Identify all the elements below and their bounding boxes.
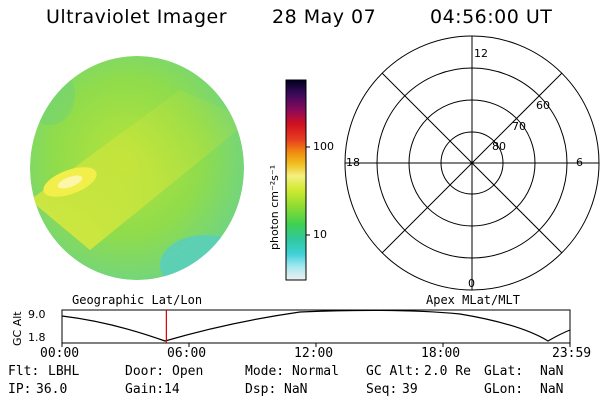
mlt-label-18: 18 xyxy=(346,156,360,169)
gc-alt-axis-title: GC Alt xyxy=(11,311,24,346)
status-door-value: Open xyxy=(172,364,204,379)
status-ip-key: IP: xyxy=(8,382,32,397)
status-glat-value: NaN xyxy=(540,364,564,379)
timeline-x-ticks xyxy=(61,343,571,347)
status-gcalt-key: GC Alt: xyxy=(366,364,421,379)
uv-image xyxy=(30,56,244,280)
status-glon-key: GLon: xyxy=(484,382,524,397)
status-seq-key: Seq: xyxy=(366,382,398,397)
status-dsp-key: Dsp: xyxy=(245,382,277,397)
mlt-label-12: 12 xyxy=(474,47,488,60)
geographic-label: Geographic Lat/Lon xyxy=(72,293,203,307)
colorbar-label-100: 100 xyxy=(313,140,334,153)
altitude-timeline xyxy=(61,309,571,344)
status-gcalt-value: 2.0 Re xyxy=(424,364,471,379)
time-label: 04:56:00 UT xyxy=(430,6,553,28)
polar-plot xyxy=(344,35,600,291)
colorbar-unit-label: photon cm⁻²s⁻¹ xyxy=(268,164,281,250)
status-door-key: Door: xyxy=(125,364,165,379)
status-flt-value: LBHL xyxy=(48,364,80,379)
date-label: 28 May 07 xyxy=(272,6,377,28)
status-glat-key: GLat: xyxy=(484,364,524,379)
status-glon-value: NaN xyxy=(540,382,564,397)
altitude-curve xyxy=(61,309,571,342)
mlt-label-6: 6 xyxy=(576,156,583,169)
status-ip-value: 36.0 xyxy=(36,382,68,397)
x-tick-0000: 00:00 xyxy=(40,346,80,361)
y-tick-9: 9.0 xyxy=(28,308,46,321)
x-tick-1800: 18:00 xyxy=(421,346,461,361)
colorbar-label-10: 10 xyxy=(313,228,327,241)
lat-label-60: 60 xyxy=(536,99,550,112)
apex-label: Apex MLat/MLT xyxy=(426,293,520,307)
mlt-label-0: 0 xyxy=(468,277,475,290)
status-flt-key: Flt: xyxy=(8,364,40,379)
x-tick-2359: 23:59 xyxy=(552,346,592,361)
lat-label-80: 80 xyxy=(492,140,506,153)
status-mode-value: Normal xyxy=(292,364,339,379)
status-gain-value: 14 xyxy=(164,382,180,397)
lat-label-70: 70 xyxy=(512,120,526,133)
status-gain-key: Gain: xyxy=(125,382,165,397)
y-tick-1-8: 1.8 xyxy=(28,331,46,344)
instrument-title: Ultraviolet Imager xyxy=(46,6,228,28)
colorbar xyxy=(285,79,307,281)
status-dsp-value: NaN xyxy=(284,382,308,397)
x-tick-1200: 12:00 xyxy=(294,346,334,361)
x-tick-0600: 06:00 xyxy=(167,346,207,361)
status-mode-key: Mode: xyxy=(245,364,285,379)
status-seq-value: 39 xyxy=(402,382,418,397)
